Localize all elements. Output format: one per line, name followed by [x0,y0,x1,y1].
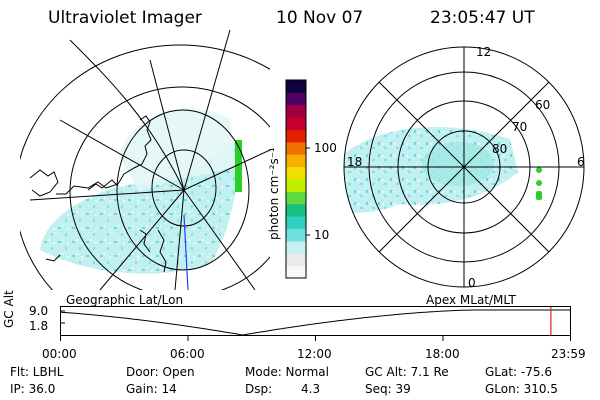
color-scale-bar: photon cm⁻²s⁻¹ [267,79,310,279]
info-dsp-value: 4.3 [301,382,321,396]
time-tick-1200: 12:00 [297,347,332,361]
bright-dots-polar [536,167,542,200]
colorbar-band [286,141,306,155]
geographic-map [20,30,270,290]
colorbar-band [286,179,306,192]
time-tick-2359: 23:59 [551,347,586,361]
polar-panel-label: Apex MLat/MLT [426,293,516,307]
colorbar-band [286,203,306,217]
info-door: Door: Open [126,365,195,379]
lat-circles [20,44,270,290]
date-label: 10 Nov 07 [276,8,364,28]
colorbar-band [286,265,306,279]
mlat-80: 80 [492,142,508,156]
colorbar-band [286,253,306,267]
time-tick-0600: 06:00 [170,347,205,361]
altitude-trace [60,309,570,336]
colorbar-band [286,129,306,143]
info-gc-alt: GC Alt: 7.1 Re [365,365,449,379]
colorbar-band [286,166,306,180]
geo-panel-label: Geographic Lat/Lon [66,293,184,307]
info-glon: GLon: 310.5 [485,382,558,396]
info-filter: Flt: LBHL [10,365,64,379]
timeline-y-label: GC Alt [2,290,16,328]
colorbar-band [286,191,306,205]
colorbar-tick-10: 10 [314,228,330,242]
meridian-geo [183,214,189,290]
colorbar-unit: photon cm⁻²s⁻¹ [267,147,281,240]
colorbar-band [286,92,306,106]
bright-edge-geo [235,140,242,192]
time-tick-1800: 18:00 [425,347,460,361]
info-seq: Seq: 39 [365,382,411,396]
timeline-y-max: 9.0 [29,304,49,318]
altitude-timeline [60,306,571,341]
info-dsp-label: Dsp: [245,382,273,396]
polar-map [343,46,585,288]
colorbar-band [286,154,306,168]
info-mode: Mode: Normal [245,365,329,379]
mlt-6: 6 [577,155,585,169]
timeline-y-min: 1.8 [29,319,49,333]
colorbar-band [286,228,306,242]
colorbar-band [286,216,306,230]
colorbar-band [286,117,306,131]
colorbar-tick-100: 100 [314,141,337,155]
coastlines [29,115,167,273]
colorbar-band [286,104,306,118]
mlat-70: 70 [512,120,528,134]
lon-lines [29,30,270,290]
info-ip: IP: 36.0 [10,382,56,396]
mlt-12: 12 [476,45,492,59]
mlt-lines [344,47,584,287]
app-title: Ultraviolet Imager [48,8,202,28]
info-glat: GLat: -75.6 [485,365,552,379]
mlat-60: 60 [535,98,551,112]
mlt-18: 18 [347,155,363,169]
mlt-0: 0 [468,276,476,290]
colorbar-band [286,240,306,254]
time-label: 23:05:47 UT [430,8,535,28]
colorbar-band [286,80,306,93]
time-tick-0000: 00:00 [42,347,77,361]
info-gain: Gain: 14 [126,382,177,396]
